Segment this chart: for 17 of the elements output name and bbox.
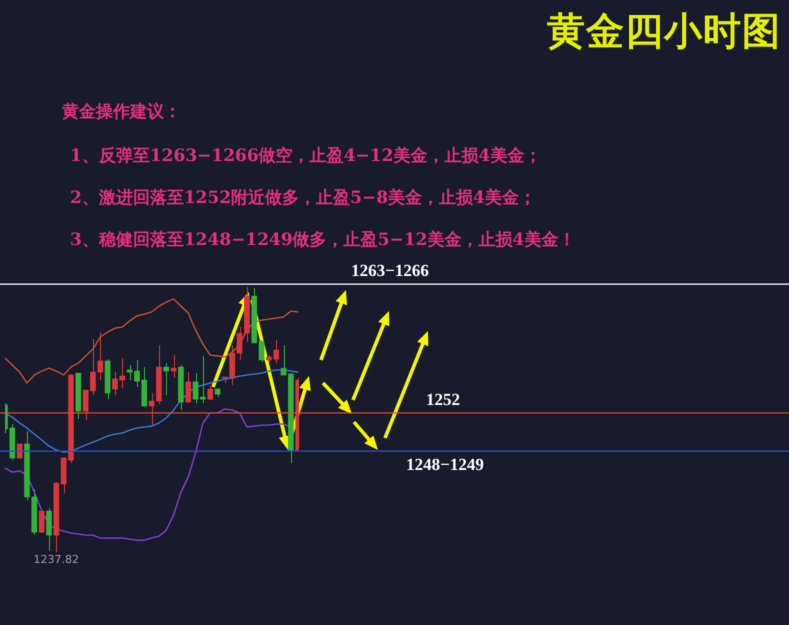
text: 1、反弹至1263−1266做空，止盈4−12美金，止损4美金； [70, 145, 542, 167]
chart-subtitle: 黄金操作建议： [62, 101, 181, 123]
candlestick [163, 362, 170, 396]
text: 黄金四小时图 [547, 7, 781, 55]
candlestick [273, 340, 280, 364]
text: 1252 [426, 390, 460, 410]
candlestick [214, 388, 220, 398]
text: 2、激进回落至1252附近做多，止盈5−8美金，止损4美金； [70, 187, 536, 209]
text: 1248−1249 [406, 455, 484, 476]
candlestick [207, 386, 214, 400]
text: 3、稳健回落至1248−1249做多，止盈5−12美金，止损4美金！ [70, 229, 576, 251]
candlestick [185, 372, 192, 404]
annotation: 1237.82 [34, 553, 80, 566]
candlestick [170, 354, 176, 378]
candlestick [16, 443, 22, 460]
candlestick [38, 510, 44, 534]
text: 1263−1266 [351, 261, 429, 282]
